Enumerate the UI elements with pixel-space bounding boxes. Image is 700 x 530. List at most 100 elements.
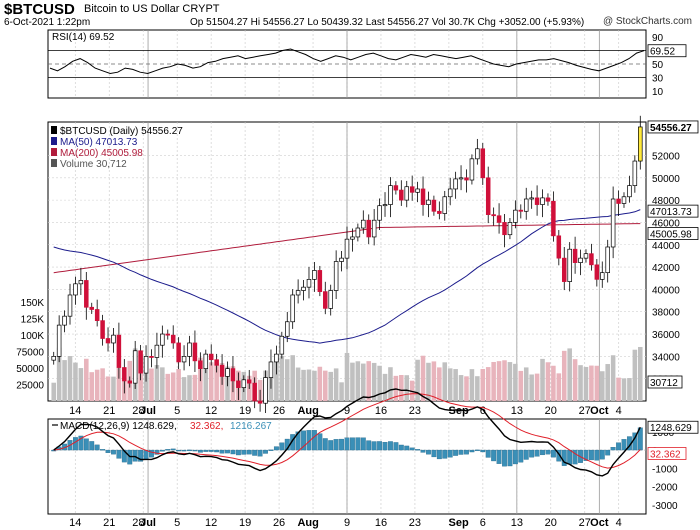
macd-histogram-bar xyxy=(339,438,344,451)
macd-histogram-bar xyxy=(350,437,355,451)
candle-body xyxy=(540,197,545,205)
macd-histogram-bar xyxy=(556,449,562,462)
rsi-tick-label: 30 xyxy=(652,74,664,85)
macd-histogram-bar xyxy=(176,449,182,452)
rsi-value-box xyxy=(647,44,687,58)
candle-body xyxy=(51,356,56,361)
macd-histogram-bar xyxy=(111,449,116,455)
candle-body xyxy=(480,148,486,179)
macd-histogram-bar xyxy=(621,439,627,451)
macd-histogram-bar xyxy=(83,438,89,451)
volume-bar xyxy=(442,362,448,401)
candle-body xyxy=(111,334,116,344)
macd-histogram-bar xyxy=(426,449,431,455)
x-axis-label-bottom: 6 xyxy=(480,517,486,529)
volume-bar xyxy=(208,362,214,401)
candle-body xyxy=(518,209,524,212)
candle-body xyxy=(572,248,578,263)
candle-body xyxy=(561,257,567,282)
macd-histogram-bar xyxy=(583,449,589,461)
x-axis-label-top: 26 xyxy=(273,405,285,417)
candle-body xyxy=(236,380,241,388)
candle-body xyxy=(534,197,540,205)
candle-body xyxy=(122,367,127,382)
macd-histogram-bar xyxy=(464,449,469,455)
macd-histogram-bar xyxy=(295,431,301,451)
volume-bar xyxy=(268,377,274,401)
volume-bar xyxy=(475,376,480,401)
volume-tick-label: 25000 xyxy=(16,381,44,392)
price-tick-label: 36000 xyxy=(652,330,680,341)
macd-histogram-bar xyxy=(616,442,621,451)
volume-bar xyxy=(415,359,420,401)
price-tick-label: 42000 xyxy=(652,263,680,274)
candle-body xyxy=(551,200,556,237)
candle-body xyxy=(323,291,328,309)
candle-body xyxy=(507,222,513,236)
candle-body xyxy=(165,333,171,336)
x-axis-label-bottom: Sep xyxy=(449,517,469,529)
stockcharts-credit[interactable]: @ StockCharts.com xyxy=(602,16,692,27)
volume-bar xyxy=(203,356,209,401)
candle-body xyxy=(62,315,67,326)
macd-histogram-bar xyxy=(328,440,334,451)
volume-bar xyxy=(502,360,507,401)
macd-histogram-bar xyxy=(572,449,578,465)
macd-histogram-bar xyxy=(219,449,225,454)
macd-histogram-bar xyxy=(89,441,95,451)
legend-entry: $BTCUSD (Daily) 54556.27 xyxy=(60,126,183,137)
macd-tick-label: -3000 xyxy=(652,501,678,512)
candle-body xyxy=(578,257,583,263)
symbol-title: $BTCUSD xyxy=(4,1,75,18)
candle-body xyxy=(545,197,551,202)
candle-body xyxy=(399,189,404,201)
volume-bar xyxy=(447,368,453,401)
macd-histogram-bar xyxy=(447,449,453,458)
macd-histogram-bar xyxy=(610,447,616,451)
macd-histogram-bar xyxy=(311,430,317,451)
macd-histogram-bar xyxy=(550,449,556,458)
volume-bar xyxy=(404,375,410,401)
volume-bar xyxy=(181,377,187,401)
x-axis-label-top: 23 xyxy=(409,405,421,417)
candle-body xyxy=(632,160,638,186)
macd-histogram-bar xyxy=(333,439,339,451)
x-axis-label-bottom: 5 xyxy=(174,517,180,529)
volume-bar xyxy=(377,365,382,401)
candle-body xyxy=(208,353,214,361)
signal-value-label: 32.362 xyxy=(650,449,681,460)
macd-histogram-bar xyxy=(371,441,377,451)
candle-body xyxy=(143,356,149,374)
ma50-value-label: 47013.73 xyxy=(650,207,692,218)
price-tick-label: 52000 xyxy=(652,151,680,162)
macd-histogram-bar xyxy=(306,430,312,451)
macd-histogram-bar xyxy=(534,449,540,457)
x-axis-label-bottom: 28 xyxy=(132,517,144,529)
x-axis-label-bottom: 23 xyxy=(409,517,421,529)
volume-bar xyxy=(453,369,458,401)
macd-label-hist: 1216.267 xyxy=(230,421,272,432)
macd-histogram-bar xyxy=(263,449,268,454)
macd-histogram-bar xyxy=(159,449,165,452)
volume-bar xyxy=(366,361,372,401)
candle-body xyxy=(344,238,350,259)
candle-body xyxy=(290,294,295,323)
volume-bar xyxy=(627,378,632,401)
candle-body xyxy=(198,360,203,369)
macd-histogram-bar xyxy=(100,449,106,451)
candle-body xyxy=(263,377,268,404)
candle-body xyxy=(285,321,290,337)
macd-histogram-bar xyxy=(290,434,296,451)
rsi-value-label: 69.52 xyxy=(650,47,675,58)
candle-body xyxy=(105,338,111,344)
price-tick-label: 38000 xyxy=(652,308,680,319)
candle-body xyxy=(268,361,274,378)
volume-bar xyxy=(317,366,323,401)
rsi-tick-label: 50 xyxy=(652,60,664,71)
macd-histogram-bar xyxy=(512,449,518,465)
x-axis-label-top: 16 xyxy=(375,405,387,417)
rsi-tick-label: 10 xyxy=(652,87,664,98)
legend-entry: MA(200) 45005.98 xyxy=(60,148,143,159)
macd-histogram-bar xyxy=(409,447,415,451)
x-axis-label-top: Jul xyxy=(140,405,156,417)
